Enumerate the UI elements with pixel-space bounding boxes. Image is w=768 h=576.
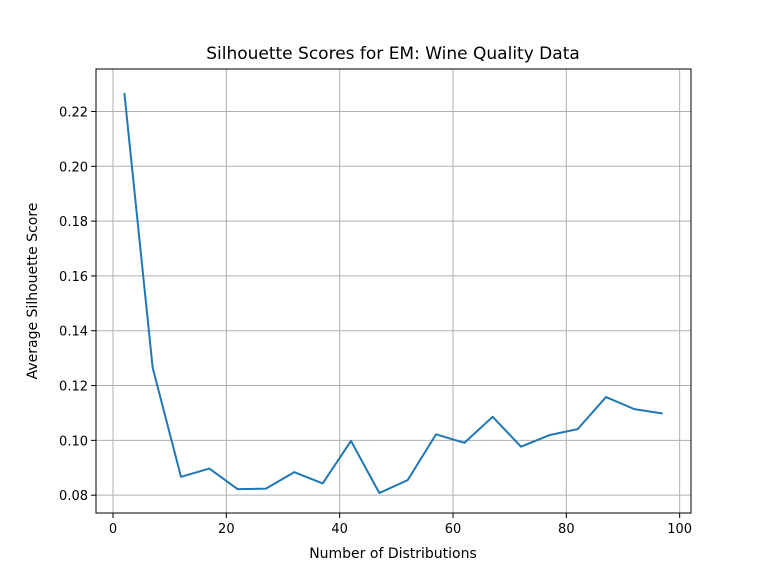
y-axis-label: Average Silhouette Score (25, 203, 41, 380)
y-tick-label: 0.16 (59, 270, 88, 285)
series-line (123, 92, 663, 494)
data-point (152, 367, 154, 369)
y-tick-label: 0.12 (59, 380, 88, 395)
data-point (435, 433, 437, 435)
x-tick-label: 80 (558, 522, 575, 537)
data-point (322, 482, 324, 484)
y-tick-label: 0.18 (59, 215, 88, 230)
data-point (350, 440, 352, 442)
x-tick-label: 0 (109, 522, 117, 537)
y-tick-label: 0.14 (59, 325, 88, 340)
chart-title: Silhouette Scores for EM: Wine Quality D… (206, 44, 580, 64)
data-point (548, 434, 550, 436)
data-point (520, 446, 522, 448)
x-axis: 0 20 40 60 80 100 (109, 513, 692, 537)
plot-frame (95, 68, 692, 514)
y-tick-label: 0.20 (59, 160, 88, 175)
data-point (123, 92, 125, 94)
data-point (208, 468, 210, 470)
y-tick-label: 0.22 (59, 105, 88, 120)
data-point (577, 428, 579, 430)
data-point (293, 471, 295, 473)
data-point (662, 413, 664, 415)
y-tick-label: 0.08 (59, 489, 88, 504)
data-point (633, 408, 635, 410)
grid (96, 69, 691, 513)
x-axis-label: Number of Distributions (309, 546, 477, 562)
plot-area (123, 92, 663, 494)
data-point (463, 442, 465, 444)
data-point (492, 416, 494, 418)
data-point (407, 479, 409, 481)
data-point (237, 488, 239, 490)
data-point (180, 476, 182, 478)
x-tick-label: 40 (331, 522, 348, 537)
data-point (265, 488, 267, 490)
data-point (378, 492, 380, 494)
y-tick-label: 0.10 (59, 434, 88, 449)
data-point (605, 396, 607, 398)
x-tick-label: 60 (445, 522, 462, 537)
x-tick-label: 20 (218, 522, 235, 537)
x-tick-label: 100 (667, 522, 692, 537)
y-axis: 0.08 0.10 0.12 0.14 0.16 0.18 0.20 0.22 (59, 105, 96, 504)
